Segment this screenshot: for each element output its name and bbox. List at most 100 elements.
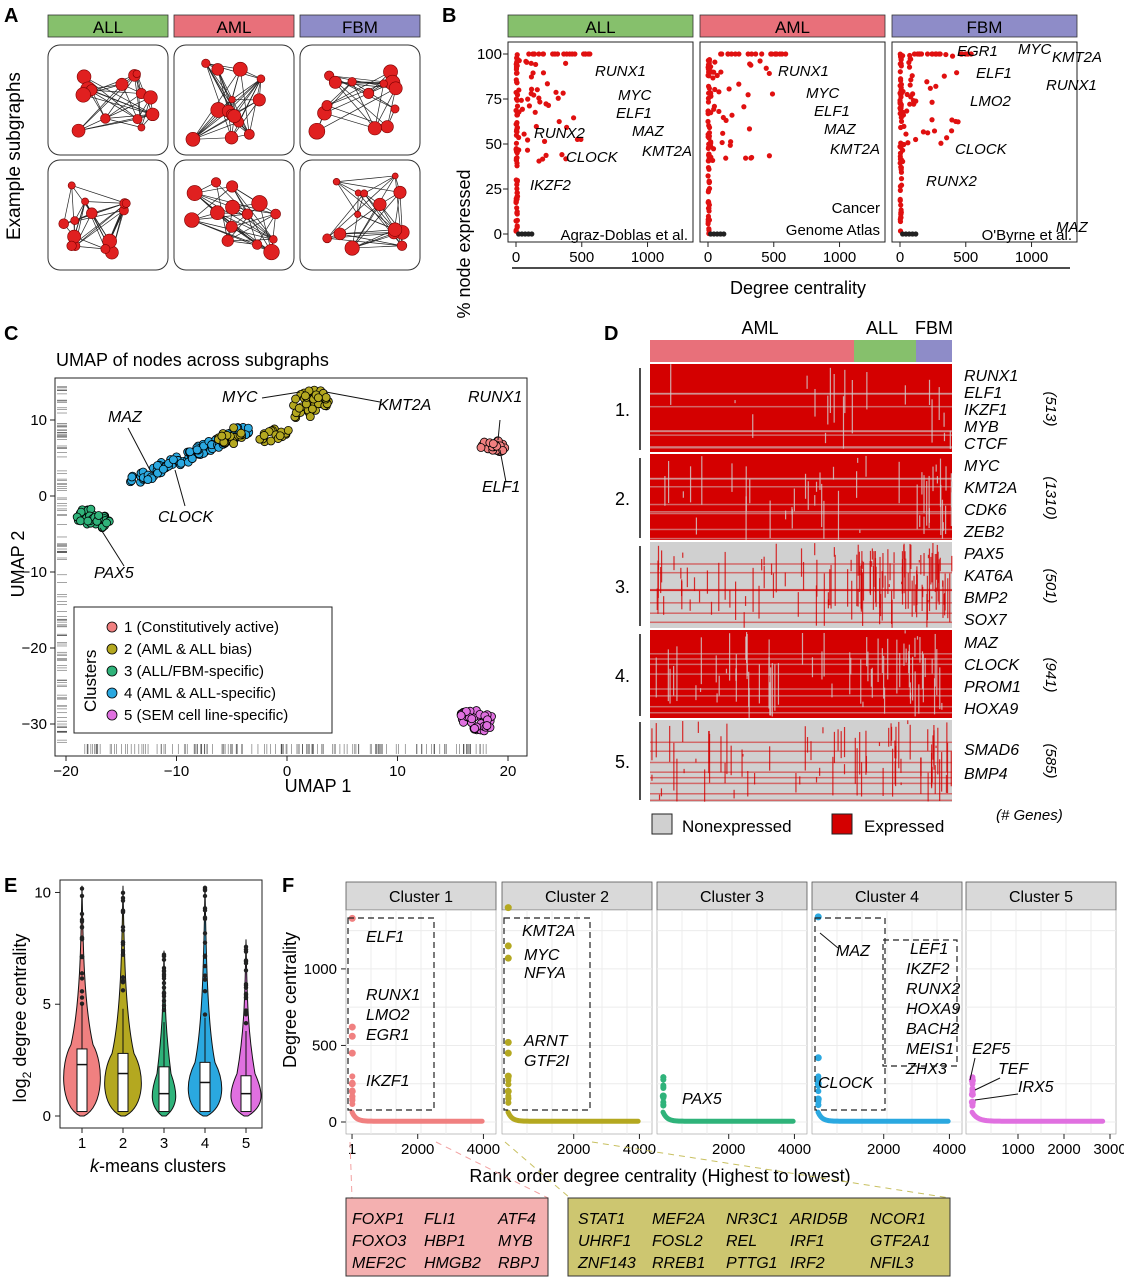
umap-cluster	[255, 424, 293, 447]
subgraph-node	[224, 131, 239, 145]
panel-b-xtick: 0	[512, 249, 520, 266]
subgraph-node	[387, 222, 403, 237]
panel-d-group-label: AML	[741, 318, 778, 338]
panel-c-legend-swatch	[106, 643, 118, 655]
subgraph-node	[58, 218, 69, 229]
panel-f-gene-label: IRX5	[1018, 1079, 1054, 1096]
subgraph-node	[211, 63, 224, 76]
subgraph-node	[241, 208, 253, 220]
subgraph-node	[115, 77, 129, 91]
panel-c-legend-swatch	[106, 687, 118, 699]
panel-b-gene-label: CLOCK	[955, 141, 1008, 158]
panel-c-legend-item: 5 (SEM cell line-specific)	[124, 707, 288, 724]
panel-d-gene: BMP2	[964, 590, 1008, 607]
subgraph-node	[322, 233, 332, 244]
panel-f-gene-label: HOXA9	[906, 1001, 960, 1018]
panel-f-box2-gene: IRF1	[790, 1233, 825, 1250]
panel-f-gene-label: ARNT	[523, 1033, 569, 1050]
subgraph-node	[251, 195, 268, 212]
panel-f-facet-4: Cluster 4 MAZ LEF1 IKZF2 RUNX2 HOXA9 BACH2 MEIS…	[811, 881, 966, 1158]
panel-d-gene: KMT2A	[964, 480, 1017, 497]
panel-f-strip-title: Cluster 1	[389, 889, 453, 906]
panel-b-xtick: 1000	[1015, 249, 1048, 266]
panel-d-cluster-3: 3. PAX5 KAT6A BMP2 SOX7 (501)	[615, 546, 1059, 629]
panel-b: B % node expressed Degree centrality 0 25…	[442, 5, 1102, 319]
panel-f-xtick: 2000	[867, 1141, 900, 1158]
subgraph-node	[388, 81, 403, 96]
panel-f-gene-label: MYC	[524, 947, 560, 964]
panel-f-facet-3: Cluster 3 PAX5 2000 4000	[656, 881, 811, 1158]
panel-c-title: UMAP of nodes across subgraphs	[56, 350, 329, 370]
panel-e-xtick: 3	[160, 1135, 168, 1152]
panel-e-ylabel: log2 degree centrality	[10, 934, 34, 1103]
panel-f-box2-gene: FOSL2	[652, 1233, 703, 1250]
subgraph-node	[185, 132, 201, 147]
panel-d-heatmap-block	[650, 720, 952, 802]
panel-f-gene-label: NFYA	[524, 965, 566, 982]
panel-f-point	[504, 942, 512, 950]
umap-cluster	[456, 706, 496, 736]
panel-b-gene-label: MYC	[806, 85, 840, 102]
panel-f-gene-label: TEF	[998, 1061, 1029, 1078]
panel-f-box1-gene: MYB	[498, 1233, 533, 1250]
panel-c-legend-item: 4 (AML & ALL-specific)	[124, 685, 276, 702]
panel-f-gene-label: ELF1	[366, 929, 404, 946]
panel-c-gene-label: PAX5	[94, 565, 134, 582]
panel-a-header-label: FBM	[342, 18, 378, 37]
panel-b-gene-label: MAZ	[1056, 219, 1089, 236]
subgraph-node	[321, 100, 333, 111]
panel-f-strip-title: Cluster 5	[1009, 889, 1073, 906]
panel-f-point	[348, 1032, 356, 1040]
panel-f-gene-label: GTF2I	[524, 1053, 570, 1070]
panel-b-ytick: 75	[485, 91, 502, 108]
panel-c-xtick: 20	[500, 763, 517, 780]
panel-d-gene: MAZ	[964, 635, 999, 652]
panel-a-header-aml	[173, 14, 295, 38]
panel-d-gene: MYB	[964, 419, 999, 436]
panel-b-ylabel: % node expressed	[454, 169, 474, 318]
panel-d-legend-exp: Expressed	[864, 817, 944, 836]
subgraph-node	[390, 104, 400, 114]
panel-b-plot-frame	[507, 41, 694, 243]
panel-b-gene-label: ELF1	[976, 65, 1012, 82]
panel-d-legend-exp-swatch	[831, 813, 853, 835]
panel-f-point	[504, 1038, 512, 1046]
panel-d-gene: MYC	[964, 458, 1000, 475]
subgraph-node	[243, 128, 255, 140]
panel-b-xtick: 0	[896, 249, 904, 266]
panel-f-gene-label: KMT2A	[522, 923, 575, 940]
panel-f-letter: F	[282, 875, 294, 897]
panel-c-xtick: −10	[164, 763, 189, 780]
subgraph-node	[269, 235, 278, 244]
panel-f-box1-gene: FLI1	[424, 1211, 456, 1228]
panel-f-point	[814, 1054, 822, 1062]
panel-a-header-label: AML	[217, 18, 252, 37]
panel-b-gene-label: RUNX1	[778, 63, 829, 80]
subgraph-node	[263, 243, 280, 261]
panel-e-ytick: 0	[43, 1108, 51, 1125]
subgraph-node	[70, 216, 80, 225]
panel-b-strip-label: FBM	[967, 18, 1003, 37]
panel-f-curve	[660, 1109, 796, 1124]
panel-d-cluster-2: 2. MYC KMT2A CDK6 ZEB2 (1310)	[615, 458, 1059, 541]
panel-f-curve	[349, 1109, 485, 1124]
panel-f-xtick: 3000	[1093, 1141, 1124, 1158]
panel-d-gene: HOXA9	[964, 701, 1018, 718]
panel-b-gene-label: IKZF2	[530, 177, 571, 194]
panel-b-gene-label: ELF1	[616, 105, 652, 122]
panel-d-gene: PAX5	[964, 546, 1004, 563]
umap-cluster	[214, 423, 246, 448]
subgraph-node	[347, 77, 357, 87]
subgraph-node	[221, 234, 234, 247]
panel-f-gene-label: RUNX1	[366, 987, 420, 1004]
panel-d-cluster-num: 2.	[615, 489, 630, 509]
panel-b-ytick: 0	[494, 226, 502, 243]
panel-d-letter: D	[604, 323, 618, 345]
panel-b-gene-label: RUNX1	[595, 63, 646, 80]
panel-b-gene-label: ELF1	[814, 103, 850, 120]
panel-b-gene-label: MYC	[1018, 41, 1052, 58]
panel-f-xtick: 2000	[1047, 1141, 1080, 1158]
